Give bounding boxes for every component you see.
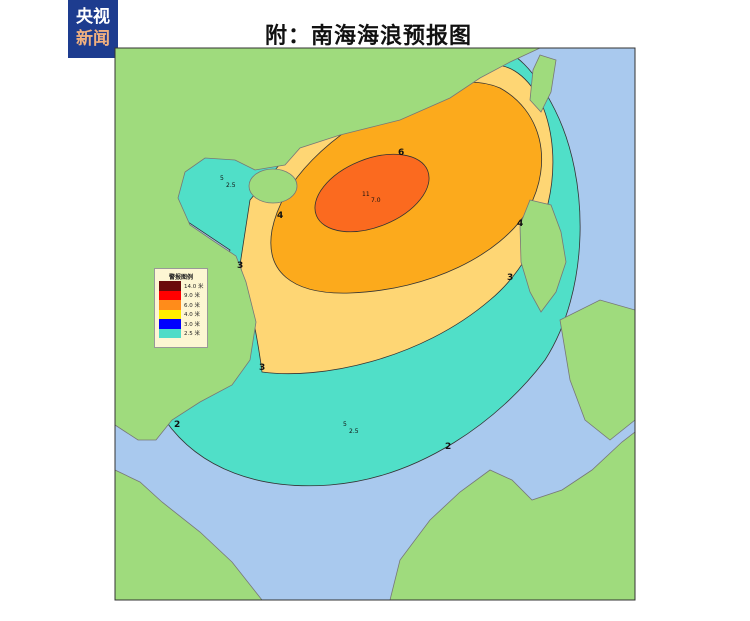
legend: 警报图例 14.0 米 9.0 米 6.0 米 4.0 米 3.0 米 2.5 米 [154,268,208,348]
contour-label: 3 [259,363,265,373]
contour-label: 3 [237,261,243,271]
legend-item: 3.0 米 [159,319,207,329]
south-max-label: 5 [343,421,347,428]
contour-label: 2 [445,442,451,452]
legend-swatch [159,281,181,291]
center-value-label: 7.0 [371,197,381,204]
page-title: 附：南海海浪预报图 [265,23,473,49]
legend-swatch [159,300,181,310]
legend-item: 2.5 米 [159,328,207,338]
borneo [389,431,635,600]
malay-peninsula [115,469,263,600]
contour-label: 4 [277,211,283,221]
contour-label: 6 [398,148,404,158]
logo-line2: 新闻 [76,29,110,49]
legend-label: 2.5 米 [184,331,200,338]
legend-swatch [159,290,181,300]
gulf-value-label: 2.5 [226,182,236,189]
land [115,48,635,600]
wave-zone-6m [314,153,430,233]
logo-line1: 央视 [76,7,110,27]
legend-label: 14.0 米 [184,283,204,290]
contour-label: 2 [174,420,180,430]
contour-label: 3 [507,273,513,283]
legend-swatch [159,328,181,338]
gulf-max-label: 5 [220,175,224,182]
contour-label: 4 [517,219,523,229]
legend-title: 警报图例 [168,274,193,281]
legend-item: 9.0 米 [159,290,207,300]
legend-label: 3.0 米 [184,321,200,328]
center-max-label: 11 [362,191,370,198]
legend-swatch [159,319,181,329]
legend-label: 9.0 米 [184,293,200,300]
legend-label: 4.0 米 [184,312,200,319]
mainland-asia [115,48,541,441]
legend-label: 6.0 米 [184,302,200,309]
taiwan [529,54,557,113]
south-value-label: 2.5 [349,428,359,435]
cctv-news-logo: 央视 新闻 [68,0,118,58]
philippine-islands [559,299,635,441]
legend-swatch [159,309,181,319]
legend-item: 4.0 米 [159,309,207,319]
luzon [519,199,567,313]
legend-item: 14.0 米 [159,281,207,291]
legend-item: 6.0 米 [159,300,207,310]
hainan-island [248,168,298,204]
